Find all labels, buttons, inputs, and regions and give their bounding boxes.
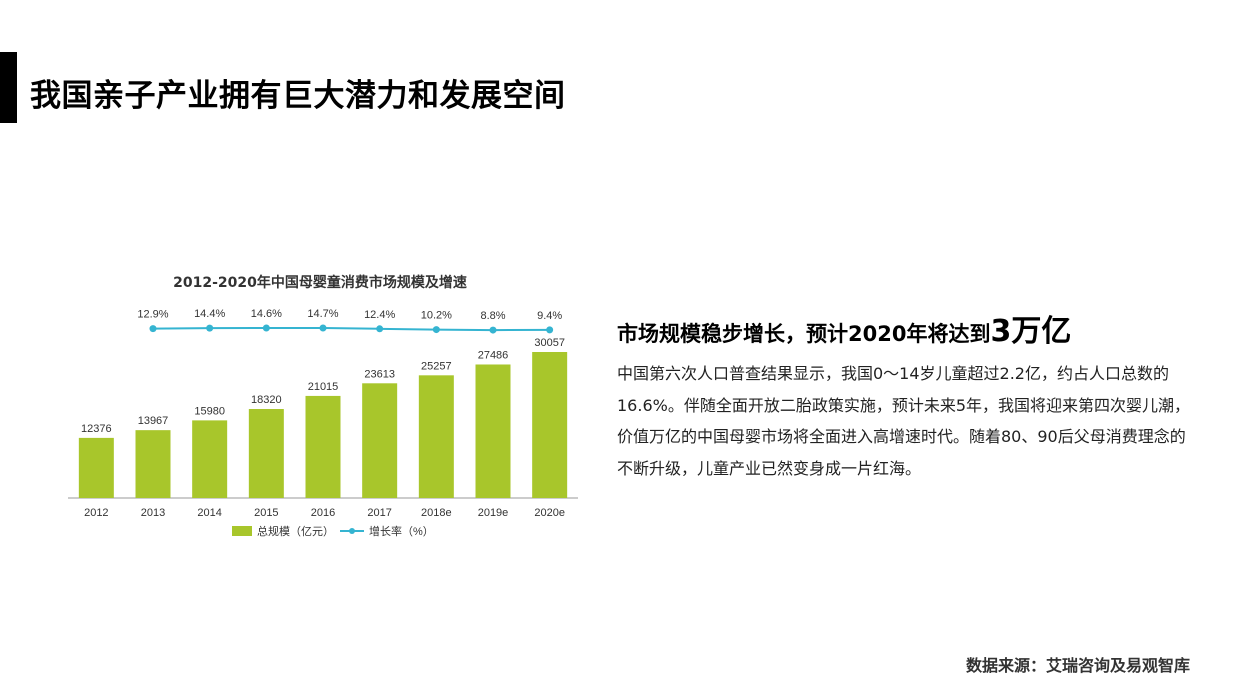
bar-2018e — [418, 375, 454, 498]
x-tick-label: 2016 — [311, 507, 335, 519]
bar-2014 — [192, 420, 228, 498]
x-tick-label: 2013 — [141, 507, 165, 519]
slide-title: 我国亲子产业拥有巨大潜力和发展空间 — [30, 78, 566, 114]
legend-line-label: 增长率（%） — [369, 524, 434, 538]
source-note: 数据来源：艾瑞咨询及易观智库 — [965, 656, 1190, 675]
growth-point — [546, 326, 554, 334]
bar-value-label: 27486 — [478, 349, 509, 361]
bar-value-label: 18320 — [251, 394, 282, 406]
bar-value-label: 30057 — [534, 337, 565, 349]
x-tick-label: 2019e — [478, 507, 509, 519]
bar-value-label: 21015 — [308, 381, 339, 393]
growth-point — [319, 324, 327, 332]
legend-line-marker — [349, 528, 355, 534]
bar-2013 — [135, 430, 171, 498]
body-paragraph: 中国第六次人口普查结果显示，我国0～14岁儿童超过2.2亿，约占人口总数的16.… — [617, 364, 1191, 478]
growth-point — [206, 324, 214, 332]
chart-canvas: 12376 2012 13967 2013 15980 2014 18320 2015 2101… — [68, 308, 578, 538]
growth-point — [262, 324, 270, 332]
bar-value-label: 13967 — [138, 415, 169, 427]
bar-2020e — [532, 352, 568, 498]
x-tick-label: 2017 — [367, 507, 391, 519]
growth-label: 12.9% — [137, 309, 168, 321]
growth-point — [376, 325, 384, 333]
x-tick-label: 2014 — [197, 507, 221, 519]
legend-bar-swatch — [232, 526, 252, 536]
headline-emphasis: 3万亿 — [990, 314, 1072, 349]
chart-title: 2012-2020年中国母婴童消费市场规模及增速 — [173, 275, 467, 291]
bar-2015 — [248, 409, 284, 498]
bar-2017 — [362, 383, 398, 498]
growth-point — [149, 325, 157, 333]
legend-bar-label: 总规模（亿元） — [257, 524, 334, 538]
growth-label: 8.8% — [480, 310, 505, 322]
bar-value-label: 25257 — [421, 360, 452, 372]
bar-2019e — [475, 364, 511, 498]
growth-label: 12.4% — [364, 309, 395, 321]
growth-label: 14.4% — [194, 308, 225, 320]
bar-value-label: 15980 — [194, 405, 225, 417]
market-size-chart: 12376 2012 13967 2013 15980 2014 18320 2015 2101… — [60, 262, 600, 552]
x-tick-label: 2012 — [84, 507, 108, 519]
growth-point — [432, 326, 440, 334]
growth-label: 9.4% — [537, 310, 562, 322]
growth-point — [489, 326, 497, 334]
growth-label: 14.7% — [307, 308, 338, 320]
x-tick-label: 2018e — [421, 507, 452, 519]
growth-rate-line — [152, 326, 550, 332]
headline: 市场规模稳步增长，预计2020年将达到3万亿 — [617, 306, 1071, 350]
bar-value-label: 12376 — [81, 423, 112, 435]
x-tick-label: 2015 — [254, 507, 278, 519]
title-accent-bar — [0, 52, 17, 123]
bar-2016 — [305, 395, 341, 498]
headline-prefix: 市场规模稳步增长，预计2020年将达到 — [617, 322, 991, 346]
bar-value-label: 23613 — [364, 368, 395, 380]
x-tick-label: 2020e — [534, 507, 565, 519]
bar-2012 — [78, 437, 114, 498]
growth-label: 14.6% — [251, 308, 282, 320]
growth-label: 10.2% — [421, 310, 452, 322]
